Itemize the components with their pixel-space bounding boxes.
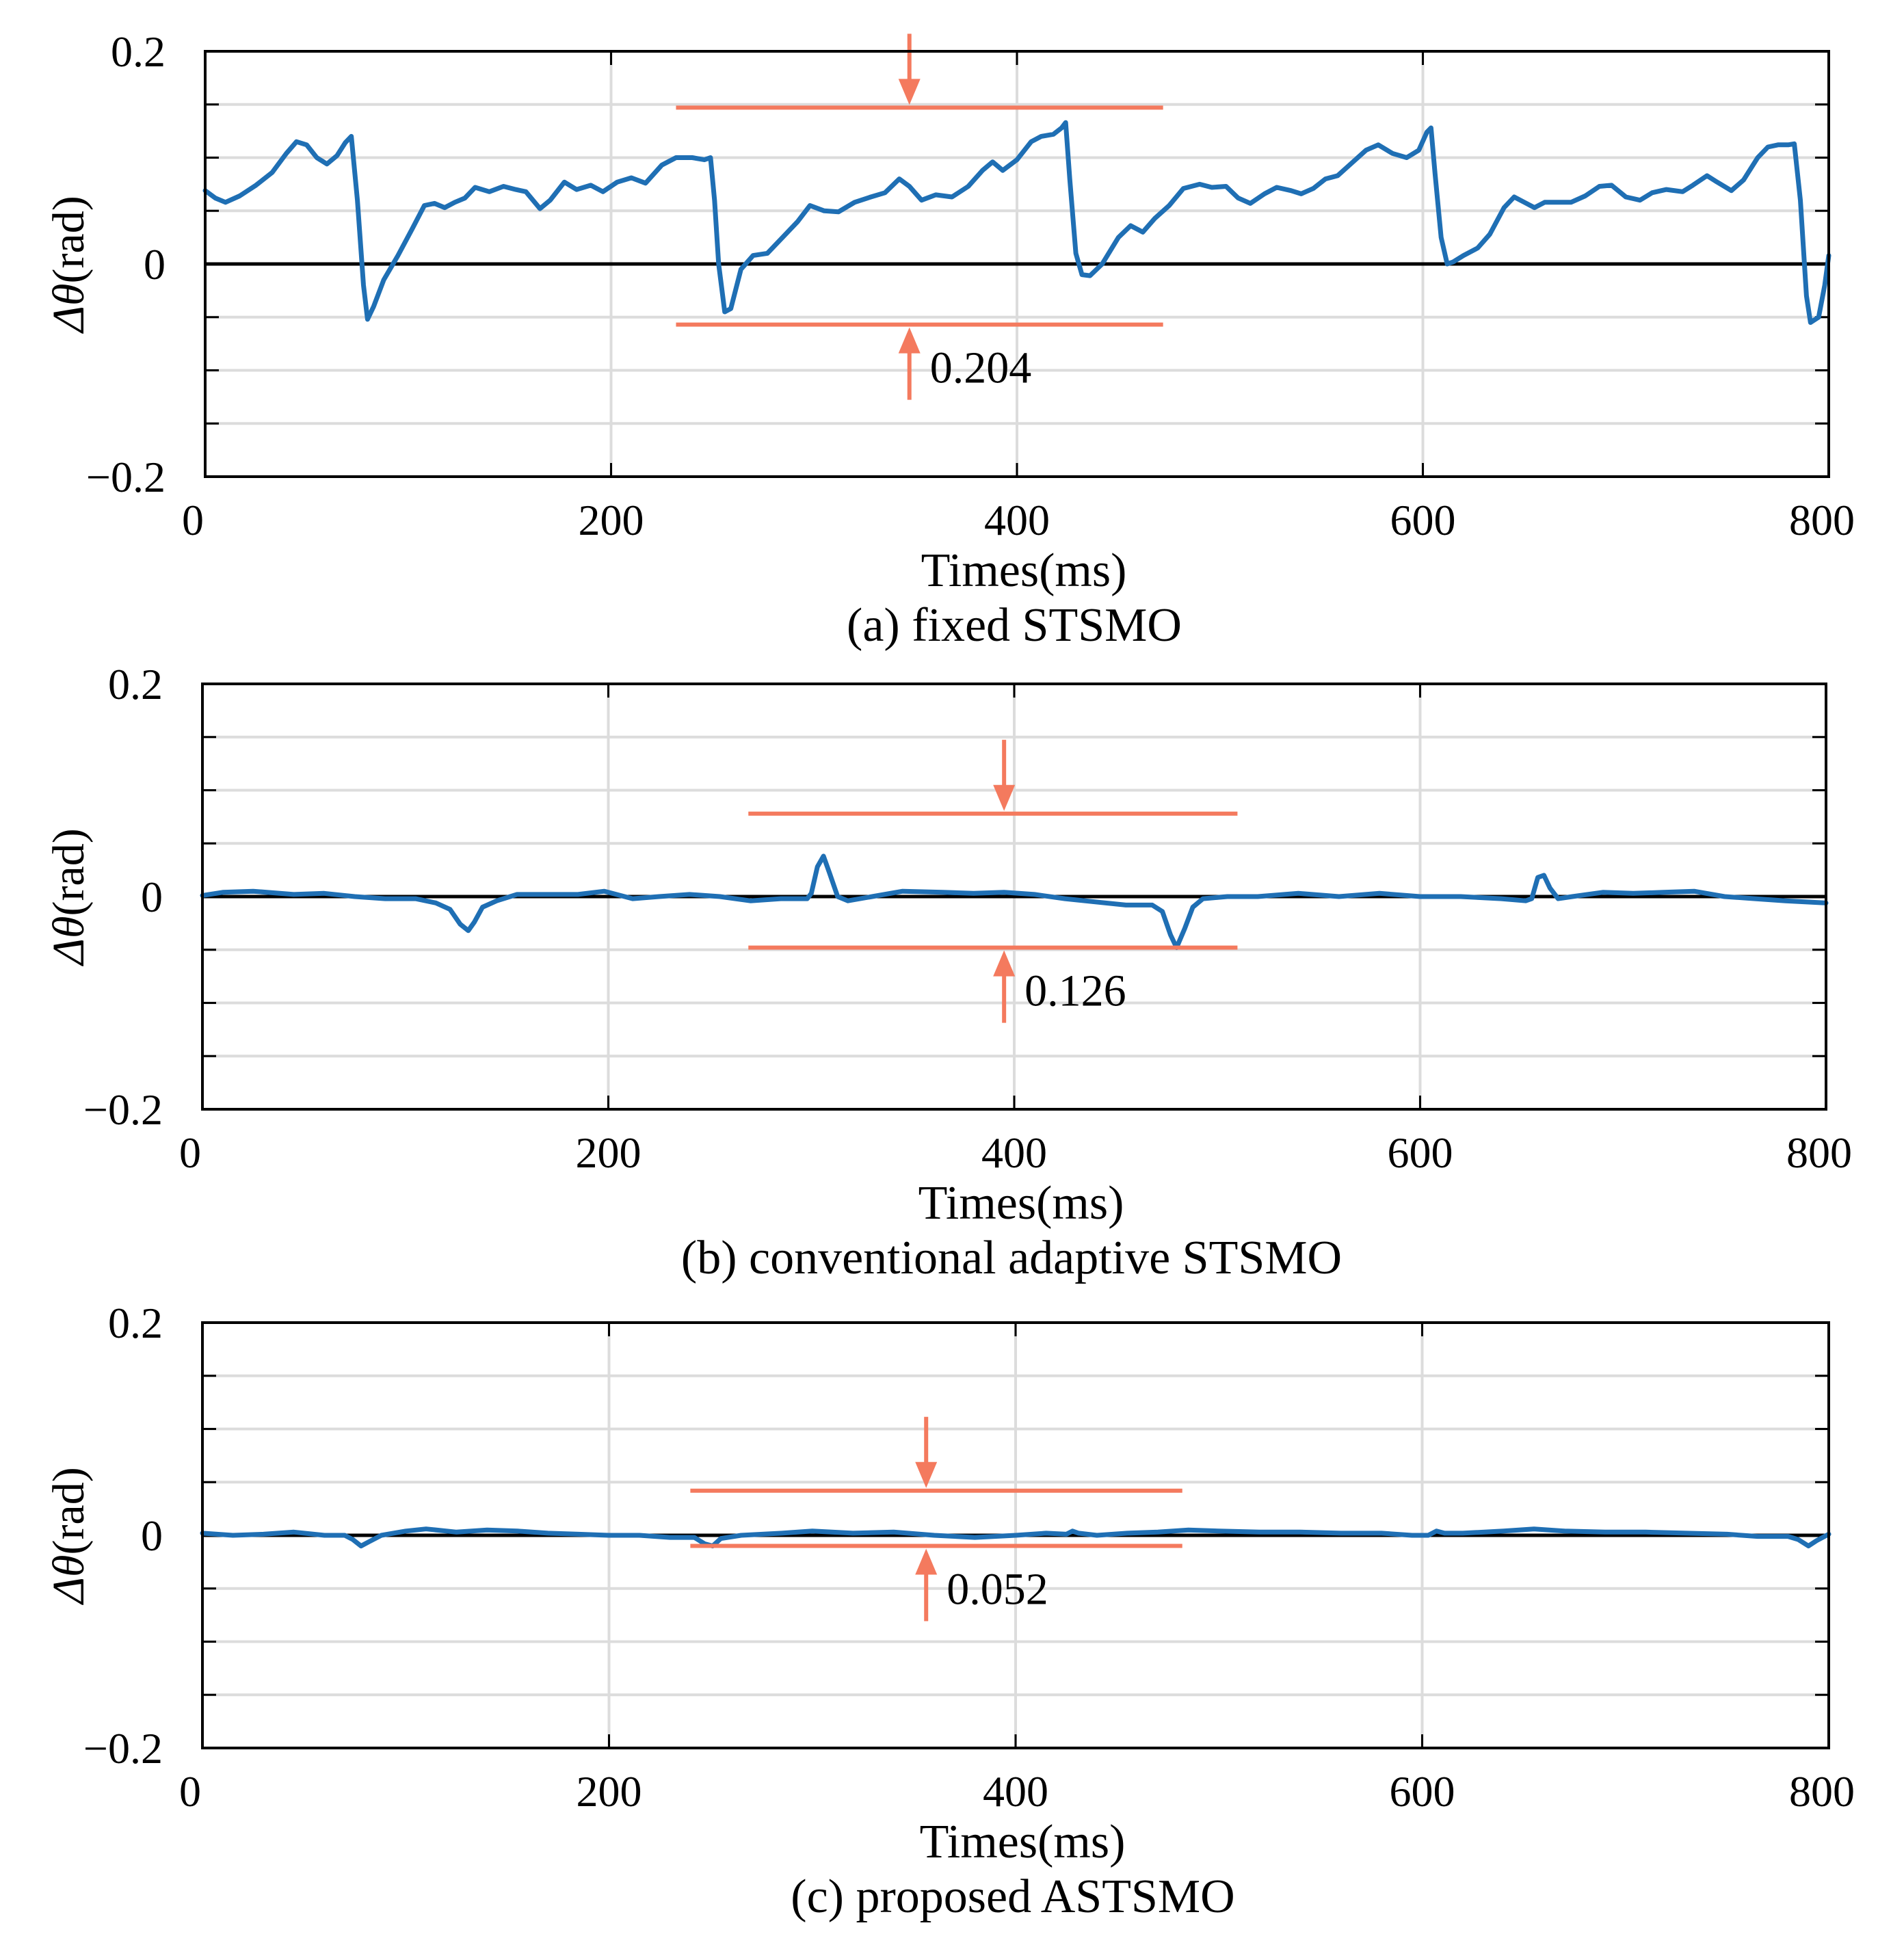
annotation-down-arrow-head	[915, 1461, 938, 1488]
annotation-up-arrow-head	[898, 327, 921, 354]
y-tick-label: 0.2	[108, 1299, 163, 1347]
y-tick-label: 0.2	[111, 27, 166, 76]
series-line	[200, 853, 1829, 951]
x-tick-label: 600	[1390, 496, 1456, 544]
x-axis-label: Times(ms)	[918, 1177, 1124, 1230]
y-axis-label: Δθ(rad)	[44, 1467, 94, 1605]
x-tick-label: 600	[1388, 1128, 1453, 1177]
y-axis-label-symbol: Δθ	[44, 916, 94, 967]
y-tick-label: −0.2	[86, 453, 166, 501]
plot-frame	[201, 683, 1827, 1111]
y-tick-label: −0.2	[83, 1085, 163, 1134]
plot-frame	[201, 1321, 1830, 1749]
y-axis-label: Δθ(rad)	[44, 828, 94, 966]
x-tick-label: 200	[577, 1767, 642, 1816]
annotation-down-arrow-head	[993, 784, 1016, 811]
x-tick-label: 0	[179, 1767, 201, 1816]
chart-a: 0.204 0.2 0 −0.2 0 200 400 600 800 Times(ms) Δθ(ra…	[44, 27, 1855, 652]
y-tick-label: 0.2	[108, 660, 163, 708]
annotation-label: 0.052	[947, 1565, 1048, 1615]
x-tick-label: 400	[981, 1128, 1047, 1177]
chart-caption: (b) conventional adaptive STSMO	[681, 1232, 1342, 1284]
annotation-label: 0.204	[930, 343, 1032, 393]
y-tick-label: 0	[144, 240, 166, 289]
x-tick-label: 0	[182, 496, 204, 544]
annotation-up-arrow-head	[993, 950, 1016, 977]
chart-caption: (c) proposed ASTSMO	[791, 1870, 1234, 1923]
annotation-down-arrow-head	[898, 79, 921, 105]
y-tick-label: 0	[141, 1511, 163, 1560]
y-axis-label-unit: (rad)	[44, 196, 94, 283]
x-tick-label: 400	[983, 1767, 1048, 1816]
y-axis-label: Δθ(rad)	[44, 196, 94, 334]
chart-c: 0.052 0.2 0 −0.2 0 200 400 600 800 Times(ms) Δθ(ra…	[44, 1299, 1855, 1923]
x-axis-label: Times(ms)	[920, 1816, 1126, 1868]
series-line	[200, 1526, 1831, 1549]
x-tick-label: 200	[579, 496, 644, 544]
y-axis-label-symbol: Δθ	[44, 1555, 94, 1606]
annotation-up-arrow-head	[915, 1548, 938, 1575]
x-axis-label: Times(ms)	[921, 544, 1127, 597]
series-line	[202, 120, 1831, 325]
y-axis-label-unit: (rad)	[44, 1467, 94, 1554]
x-tick-label: 800	[1786, 1128, 1852, 1177]
x-tick-label: 200	[576, 1128, 642, 1177]
y-axis-label-unit: (rad)	[44, 828, 94, 916]
x-tick-label: 600	[1390, 1767, 1455, 1816]
x-tick-label: 800	[1789, 496, 1855, 544]
annotation-label: 0.126	[1024, 966, 1126, 1016]
y-axis-label-symbol: Δθ	[44, 284, 94, 334]
x-tick-label: 0	[179, 1128, 201, 1177]
chart-b: 0.126 0.2 0 −0.2 0 200 400 600 800 Times(ms) Δθ(ra…	[44, 660, 1852, 1284]
chart-caption: (a) fixed STSMO	[847, 599, 1182, 652]
x-tick-label: 800	[1789, 1767, 1855, 1816]
x-tick-label: 400	[984, 496, 1050, 544]
y-tick-label: −0.2	[83, 1724, 163, 1773]
plot-frame	[204, 50, 1830, 478]
y-tick-label: 0	[141, 873, 163, 921]
